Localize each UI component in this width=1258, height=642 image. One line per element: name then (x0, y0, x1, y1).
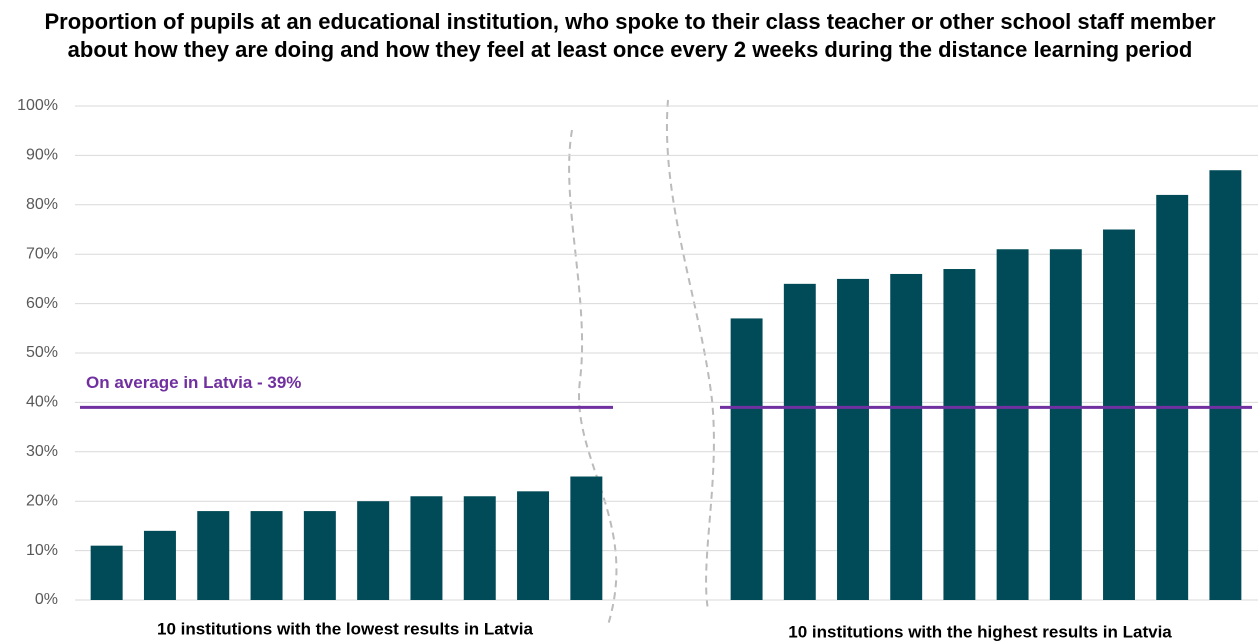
bar (463, 496, 496, 600)
y-tick-label: 10% (26, 542, 58, 559)
group-label: 10 institutions with the highest results… (788, 622, 1172, 641)
group-label: 10 institutions with the lowest results … (157, 619, 533, 638)
bar (783, 283, 816, 600)
break-line (666, 99, 715, 611)
y-tick-label: 70% (26, 245, 58, 262)
bar (730, 318, 763, 600)
y-tick-label: 60% (26, 295, 58, 312)
y-tick-label: 100% (17, 97, 58, 114)
bar (1103, 229, 1135, 600)
y-tick-label: 40% (26, 394, 58, 411)
bar (837, 278, 869, 600)
chart-title: Proportion of pupils at an educational i… (44, 9, 1216, 62)
y-tick-label: 20% (26, 492, 58, 509)
average-label: On average in Latvia - 39% (86, 373, 301, 392)
bar (303, 511, 336, 600)
bar (1049, 249, 1082, 600)
bar (570, 476, 603, 600)
y-tick-label: 90% (26, 147, 58, 164)
bar (1209, 170, 1242, 600)
bar (890, 273, 923, 600)
bar (996, 249, 1029, 600)
bar (90, 545, 123, 600)
y-tick-label: 0% (35, 591, 58, 608)
bar (357, 501, 390, 600)
y-tick-label: 80% (26, 196, 58, 213)
bar (517, 491, 550, 600)
bar (1156, 194, 1189, 601)
y-tick-label: 50% (26, 344, 58, 361)
y-tick-label: 30% (26, 443, 58, 460)
bar (250, 511, 283, 600)
break-line (568, 129, 618, 626)
bar (943, 269, 976, 600)
bar (143, 530, 176, 600)
bar (197, 511, 230, 600)
bar (410, 496, 443, 600)
